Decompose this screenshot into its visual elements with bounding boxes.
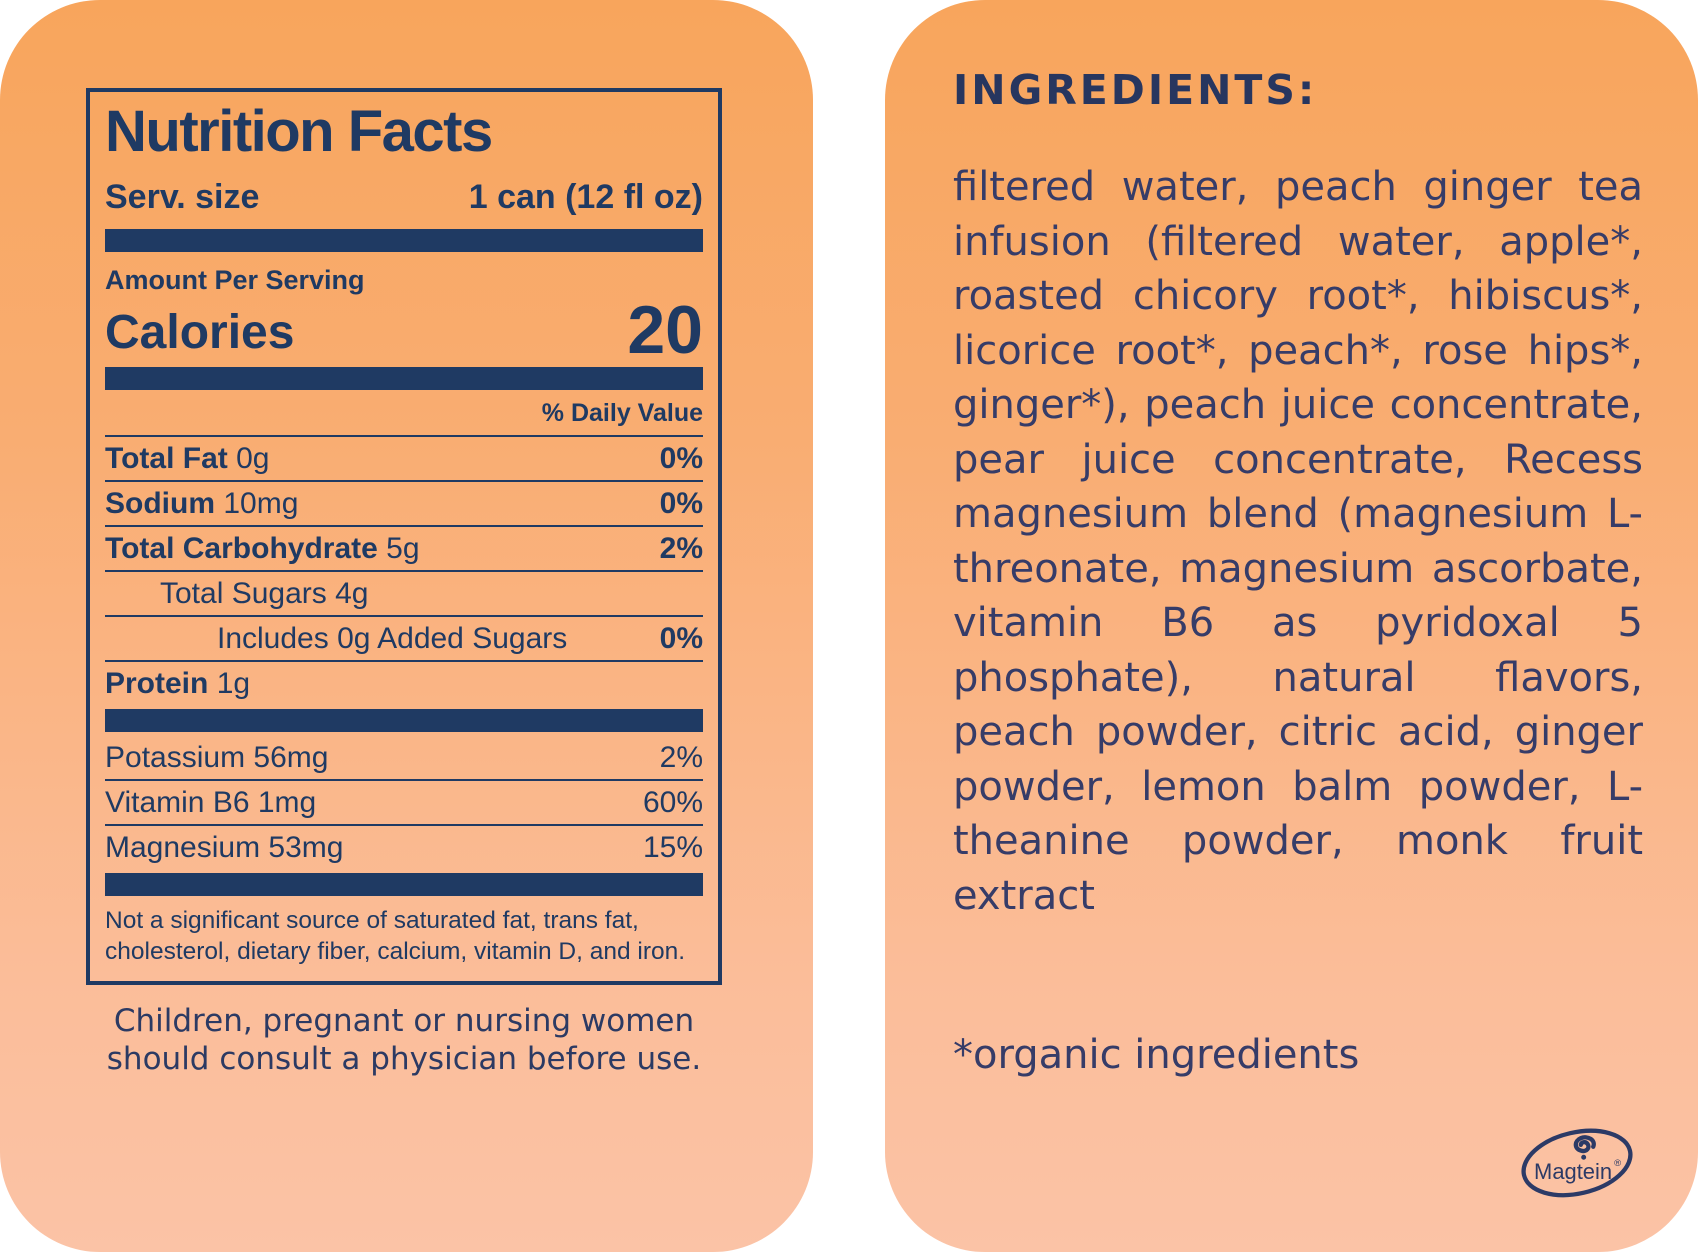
nutrient-text: Total Sugars 4g [105, 577, 368, 611]
table-row-total-fat: Total Fat 0g 0% [105, 437, 703, 482]
nutrient-amount: 5g [377, 532, 420, 565]
magtein-registered-mark: ® [1614, 1158, 1621, 1169]
daily-value: 15% [642, 831, 703, 864]
daily-value: 0% [659, 442, 703, 475]
nutrient-name: Total Carbohydrate [105, 532, 378, 565]
daily-value: 60% [642, 786, 703, 819]
nutrition-panel: Nutrition Facts Serv. size 1 can (12 fl … [0, 0, 813, 1252]
amount-per-serving-label: Amount Per Serving [105, 265, 365, 295]
serving-size-label: Serv. size [105, 178, 260, 216]
nutrition-facts-title: Nutrition Facts [105, 99, 493, 164]
nutrient-amount: Includes 0g Added Sugars [217, 622, 568, 655]
daily-value-header: % Daily Value [105, 390, 703, 437]
divider-thick-bar [105, 873, 703, 896]
nutrient-name: Sodium [105, 487, 215, 520]
nutrient-text: Magnesium 53mg [105, 831, 344, 864]
ingredients-list: filtered water, peach ginger tea infusio… [953, 164, 1643, 919]
daily-value: 2% [659, 741, 703, 774]
table-row-potassium: Potassium 56mg 2% [105, 736, 703, 781]
serving-size-row: Serv. size 1 can (12 fl oz) [105, 177, 703, 217]
nutrient-name: Protein [105, 667, 209, 700]
table-row-added-sugars: Includes 0g Added Sugars 0% [105, 617, 703, 662]
daily-value: 0% [659, 622, 703, 655]
nutrient-amount: Total Sugars 4g [160, 577, 369, 610]
divider-thick-bar [105, 229, 703, 252]
calories-value: 20 [627, 292, 703, 368]
table-row-total-carbohydrate: Total Carbohydrate 5g 2% [105, 527, 703, 572]
nutrient-amount: 0g [227, 442, 270, 475]
table-row-sodium: Sodium 10mg 0% [105, 482, 703, 527]
ingredients-heading: INGREDIENTS: [953, 66, 1318, 114]
table-row-magnesium: Magnesium 53mg 15% [105, 826, 703, 869]
nutrient-name: Total Fat [105, 442, 228, 475]
not-significant-footnote: Not a significant source of saturated fa… [105, 907, 686, 965]
ingredients-panel: INGREDIENTS: filtered water, peach ginge… [885, 0, 1698, 1252]
table-row-total-sugars: Total Sugars 4g [105, 572, 703, 617]
nutrient-text: Includes 0g Added Sugars [105, 622, 567, 656]
nutrient-text: Total Fat 0g [105, 442, 270, 476]
daily-value: 0% [659, 487, 703, 520]
calories-row: Calories 20 [105, 292, 703, 368]
divider-thick-bar [105, 367, 703, 390]
table-row-protein: Protein 1g [105, 662, 703, 705]
daily-value: 2% [659, 532, 703, 565]
nutrient-text: Vitamin B6 1mg [105, 786, 317, 819]
nutrition-facts-table: Nutrition Facts Serv. size 1 can (12 fl … [86, 88, 722, 985]
nutrient-text: Total Carbohydrate 5g [105, 532, 420, 566]
nutrient-text: Potassium 56mg [105, 741, 329, 774]
magtein-logo-text: Magtein [1534, 1159, 1612, 1184]
table-row-vitamin-b6: Vitamin B6 1mg 60% [105, 781, 703, 826]
nutrient-amount: 10mg [215, 487, 299, 520]
organic-ingredients-note: *organic ingredients [953, 1032, 1360, 1078]
nutrient-text: Sodium 10mg [105, 487, 298, 521]
calories-label: Calories [105, 306, 295, 359]
nutrient-amount: 1g [208, 667, 251, 700]
nutrient-text: Protein 1g [105, 667, 250, 701]
consult-physician-warning: Children, pregnant or nursing women shou… [106, 1003, 702, 1077]
divider-thick-bar [105, 709, 703, 732]
magtein-logo: Magtein ® [1521, 1128, 1633, 1198]
serving-size-value: 1 can (12 fl oz) [468, 178, 703, 216]
